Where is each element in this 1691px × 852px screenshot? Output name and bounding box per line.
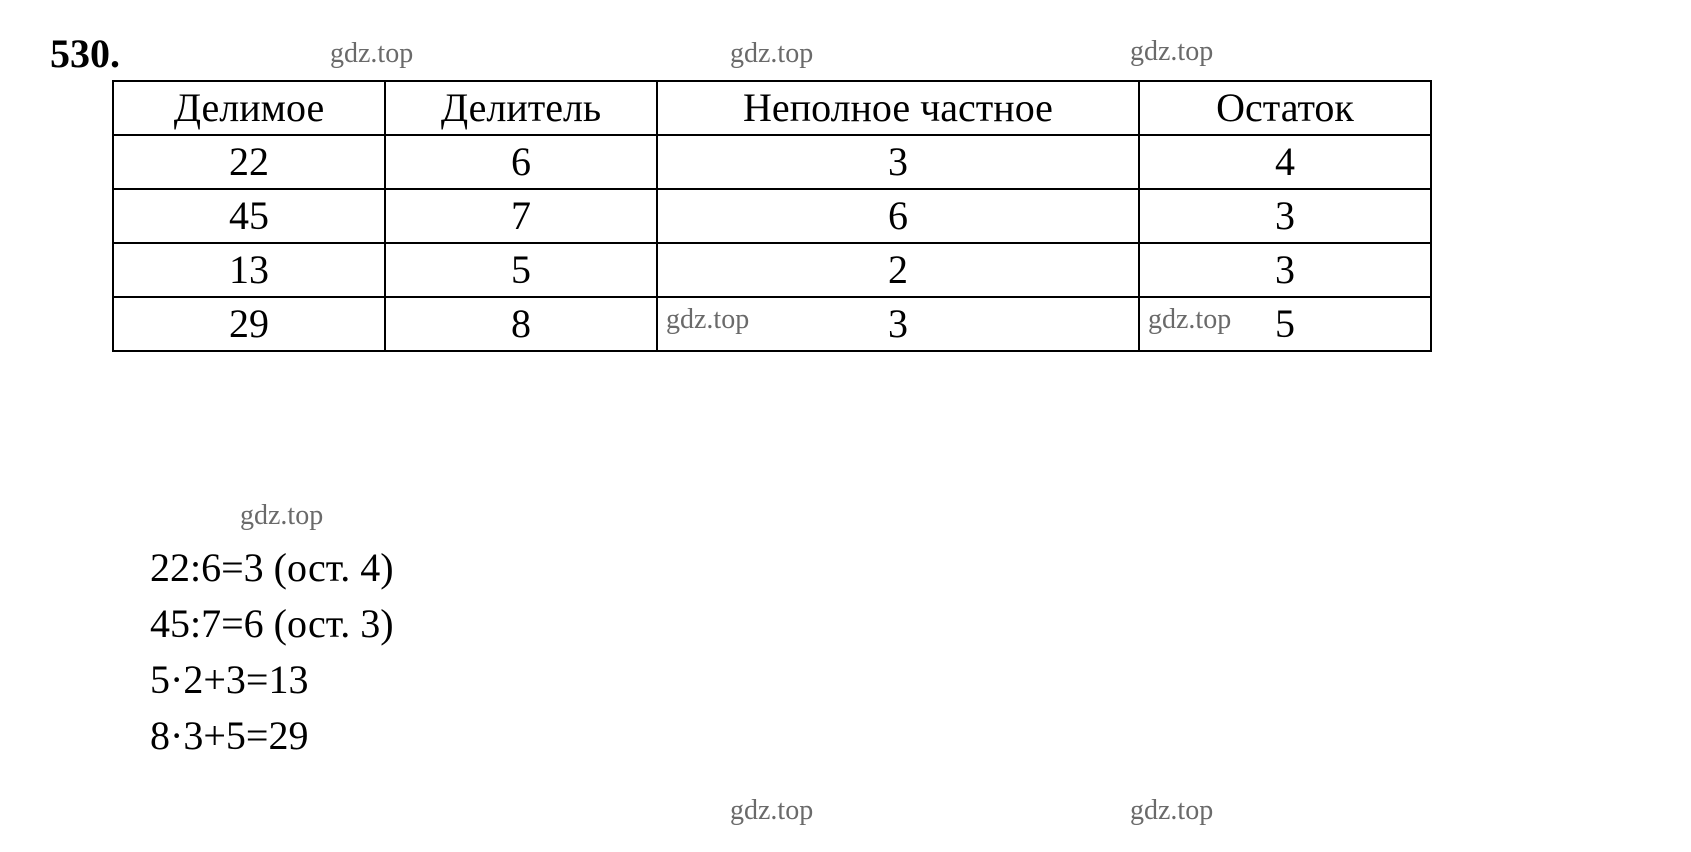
problem-number: 530. <box>50 30 120 77</box>
cell-value: 5 <box>1275 298 1295 350</box>
table-cell: 13 <box>113 243 385 297</box>
table-cell: 3 <box>1139 243 1431 297</box>
column-header: Остаток <box>1139 81 1431 135</box>
table-row: 45 7 6 3 <box>113 189 1431 243</box>
page-root: 530. gdz.top gdz.top gdz.top gdz.top gdz… <box>0 0 1691 852</box>
calculations-block: 22:6=3 (ост. 4) 45:7=6 (ост. 3) 5·2+3=13… <box>150 540 394 764</box>
table-cell: 2 <box>657 243 1139 297</box>
table-header-row: Делимое Делитель Неполное частное Остато… <box>113 81 1431 135</box>
table-row: 29 8 gdz.top 3 gdz.top 5 <box>113 297 1431 351</box>
table-cell: 5 <box>385 243 657 297</box>
table-cell: gdz.top 3 <box>657 297 1139 351</box>
table-cell: 45 <box>113 189 385 243</box>
watermark: gdz.top <box>240 500 323 532</box>
cell-value: 3 <box>888 298 908 350</box>
table-cell: 29 <box>113 297 385 351</box>
table-cell: gdz.top 5 <box>1139 297 1431 351</box>
calculation-line: 5·2+3=13 <box>150 652 394 708</box>
table-cell: 6 <box>385 135 657 189</box>
table-cell: 22 <box>113 135 385 189</box>
table-cell: 7 <box>385 189 657 243</box>
watermark: gdz.top <box>730 795 813 827</box>
table-row: 22 6 3 4 <box>113 135 1431 189</box>
table-cell: 8 <box>385 297 657 351</box>
division-table: Делимое Делитель Неполное частное Остато… <box>112 80 1432 352</box>
watermark: gdz.top <box>1148 302 1231 338</box>
watermark: gdz.top <box>1130 795 1213 827</box>
calculation-line: 22:6=3 (ост. 4) <box>150 540 394 596</box>
table-cell: 6 <box>657 189 1139 243</box>
table-row: 13 5 2 3 <box>113 243 1431 297</box>
calculation-line: 8·3+5=29 <box>150 708 394 764</box>
column-header: Неполное частное <box>657 81 1139 135</box>
column-header: Делитель <box>385 81 657 135</box>
calculation-line: 45:7=6 (ост. 3) <box>150 596 394 652</box>
column-header: Делимое <box>113 81 385 135</box>
watermark: gdz.top <box>330 38 413 70</box>
watermark: gdz.top <box>666 302 749 338</box>
table-cell: 3 <box>657 135 1139 189</box>
table-cell: 4 <box>1139 135 1431 189</box>
watermark: gdz.top <box>1130 36 1213 68</box>
table-cell: 3 <box>1139 189 1431 243</box>
watermark: gdz.top <box>730 38 813 70</box>
